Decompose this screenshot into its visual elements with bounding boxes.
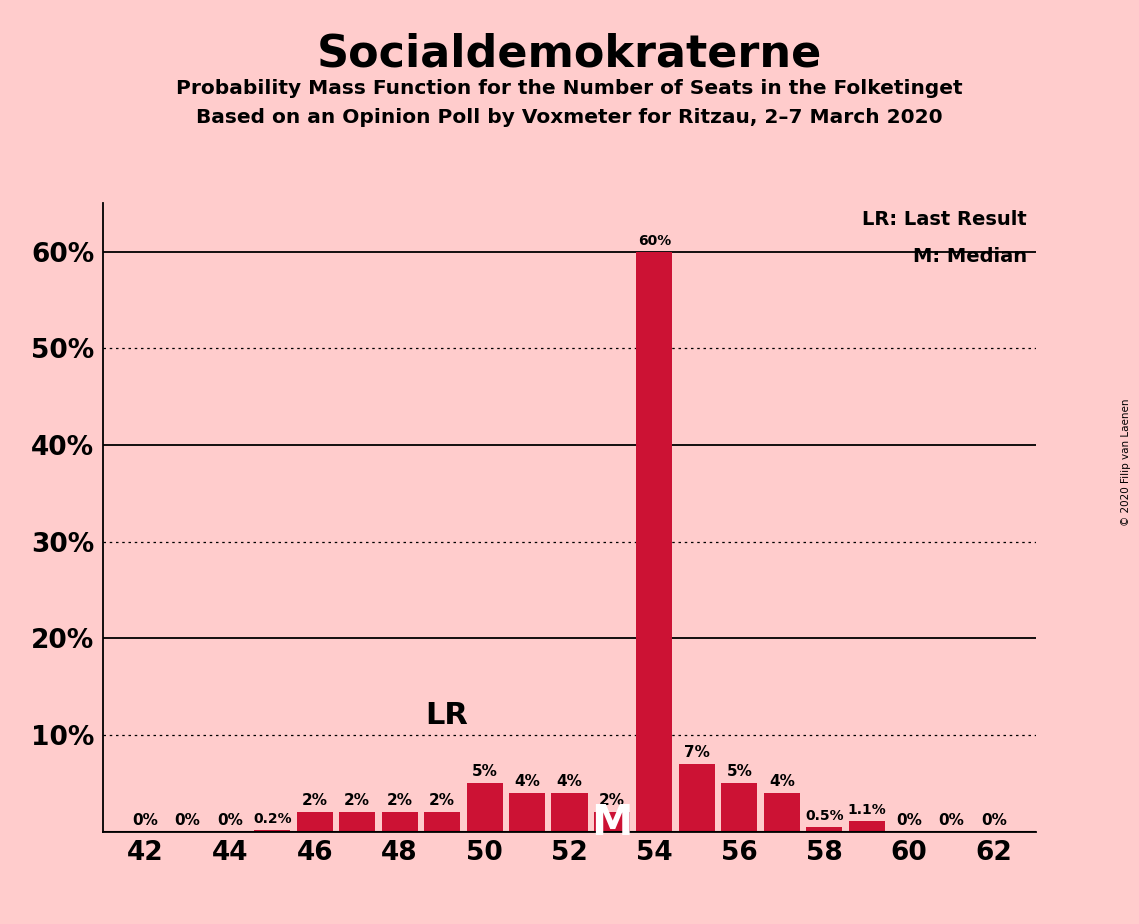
Text: 2%: 2%	[599, 794, 625, 808]
Text: © 2020 Filip van Laenen: © 2020 Filip van Laenen	[1121, 398, 1131, 526]
Text: 5%: 5%	[472, 764, 498, 780]
Text: 60%: 60%	[638, 234, 671, 248]
Text: 0%: 0%	[174, 813, 200, 828]
Text: M: Median: M: Median	[913, 248, 1027, 266]
Text: 2%: 2%	[429, 794, 456, 808]
Bar	[637, 251, 672, 832]
Text: 7%: 7%	[683, 745, 710, 760]
Text: 0%: 0%	[981, 813, 1007, 828]
Bar	[382, 812, 418, 832]
Bar	[509, 793, 546, 832]
Text: 0%: 0%	[132, 813, 158, 828]
Text: Based on an Opinion Poll by Voxmeter for Ritzau, 2–7 March 2020: Based on an Opinion Poll by Voxmeter for…	[196, 108, 943, 128]
Text: Socialdemokraterne: Socialdemokraterne	[317, 32, 822, 76]
Text: 2%: 2%	[302, 794, 328, 808]
Text: 0.2%: 0.2%	[253, 812, 292, 826]
Bar	[849, 821, 885, 832]
Bar	[424, 812, 460, 832]
Bar	[764, 793, 800, 832]
Text: 2%: 2%	[344, 794, 370, 808]
Bar	[467, 784, 502, 832]
Text: 0%: 0%	[216, 813, 243, 828]
Text: M: M	[591, 802, 632, 845]
Text: 4%: 4%	[769, 774, 795, 789]
Bar	[806, 827, 842, 832]
Bar	[297, 812, 333, 832]
Text: 4%: 4%	[557, 774, 582, 789]
Text: 0%: 0%	[939, 813, 965, 828]
Bar	[721, 784, 757, 832]
Bar	[339, 812, 375, 832]
Text: Probability Mass Function for the Number of Seats in the Folketinget: Probability Mass Function for the Number…	[177, 79, 962, 98]
Bar	[254, 830, 290, 832]
Bar	[679, 764, 715, 832]
Text: 2%: 2%	[386, 794, 412, 808]
Bar	[551, 793, 588, 832]
Text: 1.1%: 1.1%	[847, 803, 886, 817]
Bar	[593, 812, 630, 832]
Text: LR: LR	[425, 701, 468, 730]
Text: 5%: 5%	[727, 764, 752, 780]
Text: LR: Last Result: LR: Last Result	[862, 210, 1027, 228]
Text: 4%: 4%	[514, 774, 540, 789]
Text: 0%: 0%	[896, 813, 923, 828]
Text: 0.5%: 0.5%	[805, 808, 844, 823]
